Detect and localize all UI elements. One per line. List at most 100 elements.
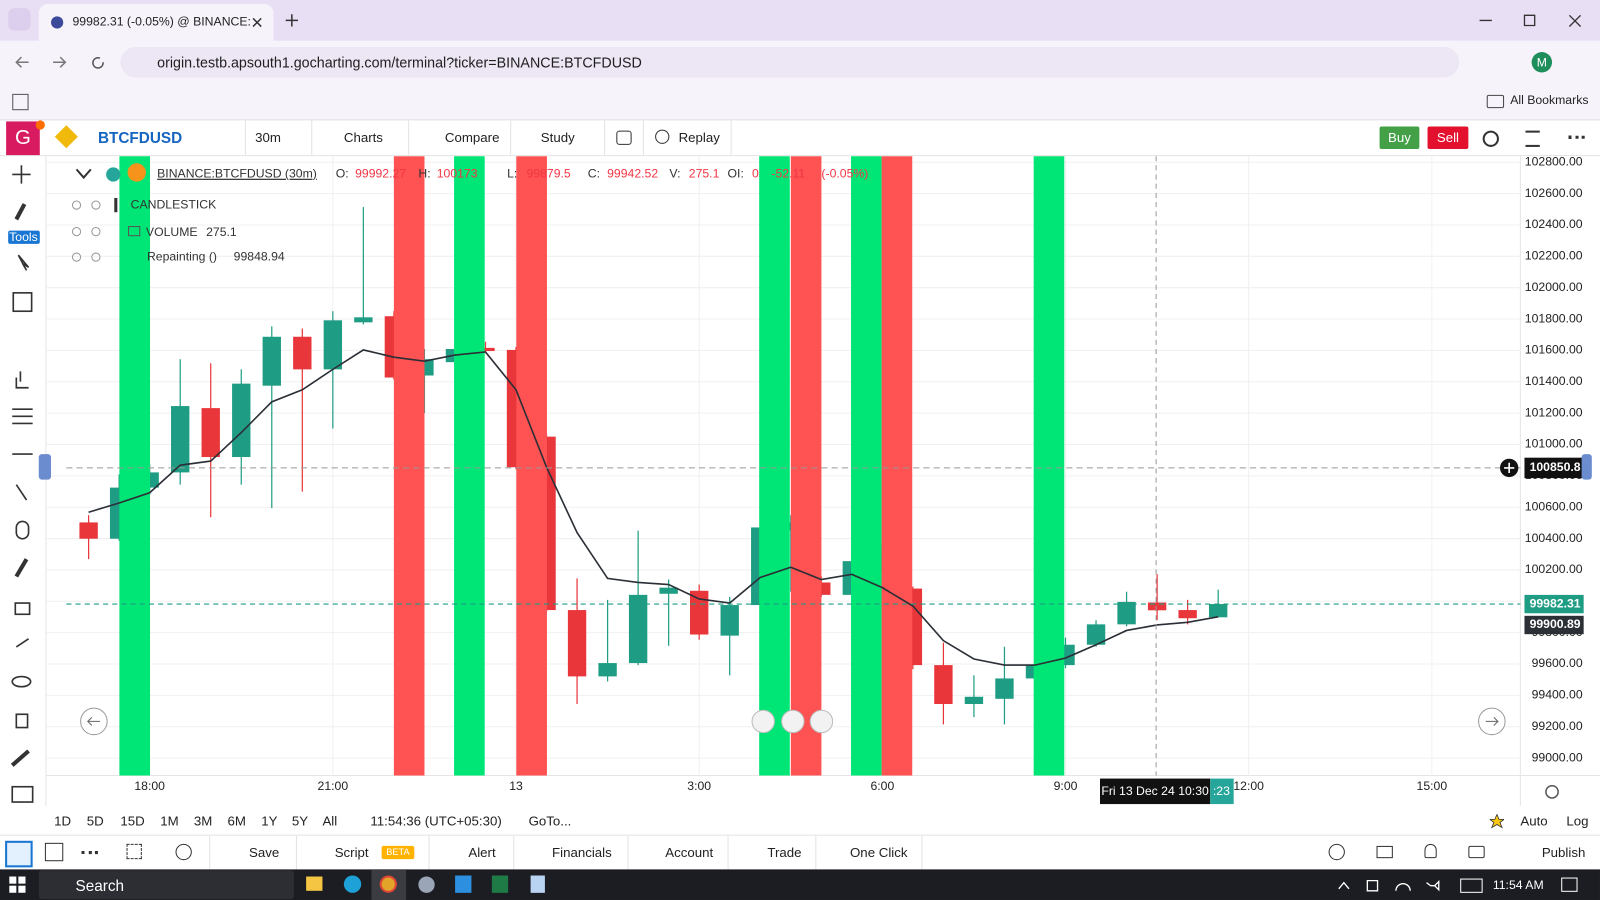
range[interactable]: 1Y [261,813,278,829]
charts-menu[interactable]: Charts [343,129,383,145]
fullscreen[interactable] [126,843,142,860]
snapshot-button[interactable] [616,130,632,145]
app-edge[interactable] [343,875,362,893]
settings-icon[interactable] [91,227,101,237]
tray-icons[interactable] [1337,879,1449,893]
trade-button[interactable]: Trade [767,844,802,861]
app-notepad[interactable] [530,875,545,893]
keyboard-button[interactable] [1376,845,1393,859]
financials-button[interactable]: Financials [552,844,612,861]
range[interactable]: All [322,813,338,829]
tab-search[interactable] [8,8,31,31]
tool-trendline[interactable] [15,484,28,501]
range[interactable]: 5Y [291,813,309,829]
tool-lock[interactable] [14,602,31,616]
replay-button[interactable]: Replay [678,129,720,145]
log-scale[interactable]: Log [1566,813,1589,829]
buy-button[interactable]: Buy [1379,126,1420,149]
collapse-icon[interactable] [75,168,92,180]
tool-link[interactable] [15,638,30,648]
range[interactable]: 1D [54,813,72,829]
new-tab[interactable] [285,13,299,27]
save-button[interactable]: Save [248,844,280,861]
arrow [87,716,100,726]
start-button[interactable] [9,876,26,893]
app-paint[interactable] [418,876,435,893]
eye-icon[interactable] [71,200,82,210]
study-menu[interactable]: Study [540,129,575,145]
url-box[interactable]: origin.testb.apsouth1.gocharting.com/ter… [120,46,1460,78]
goto-button[interactable]: GoTo... [528,813,572,829]
tool-pen[interactable] [14,203,27,221]
zoom-in[interactable] [809,709,834,734]
app-explorer[interactable] [306,876,323,891]
candle-body [659,587,678,594]
layout-single[interactable] [5,840,33,868]
video-button[interactable] [1468,845,1485,859]
separator [311,120,313,156]
settings-icon[interactable] [91,252,101,262]
publish-button[interactable]: Publish [1541,844,1586,861]
address-row: origin.testb.apsouth1.gocharting.com/ter… [0,40,1600,84]
collapse-tab[interactable] [38,454,52,480]
tool-pointer[interactable] [17,254,30,271]
range[interactable]: 3M [193,813,213,829]
app-vscode[interactable] [455,875,472,893]
eye-icon[interactable] [71,252,82,262]
window-controls[interactable] [1475,12,1587,28]
layers-button[interactable] [1525,130,1540,147]
tool-rect[interactable] [12,292,33,313]
settings-button[interactable] [1482,130,1499,147]
axis-settings[interactable] [1545,784,1559,799]
all-bookmarks[interactable]: All Bookmarks [1510,92,1589,108]
tool-fib[interactable] [12,408,33,425]
legend-instrument[interactable]: BINANCE:BTCFDUSD (30m) [157,167,317,181]
app-excel[interactable] [491,875,509,893]
tool-screenshot[interactable] [11,785,34,803]
range[interactable]: 1M [160,813,179,829]
sell-button[interactable]: Sell [1427,126,1469,149]
layout-more[interactable] [81,851,98,857]
zoom-reset[interactable] [781,709,805,734]
tool-ruler[interactable] [10,749,30,767]
help-button[interactable] [1328,843,1345,861]
auto-scale[interactable]: Auto [1520,813,1548,829]
tool-measure[interactable] [15,371,29,389]
range[interactable]: 15D [120,813,145,829]
notifications[interactable] [1561,877,1578,892]
app-logo[interactable]: G [6,121,40,156]
tool-crosshair[interactable] [12,165,31,184]
separator [627,835,629,871]
more-button[interactable] [1568,135,1585,142]
script-button[interactable]: Script [334,844,369,861]
nav-buttons[interactable] [12,54,109,70]
tool-brush[interactable] [14,558,29,578]
tool-magnet[interactable] [15,520,30,540]
apps-icon[interactable] [12,93,29,111]
compare-button[interactable]: Compare [444,129,500,145]
symbol[interactable]: BTCFDUSD [97,129,183,147]
tab-close[interactable] [251,15,263,28]
interval[interactable]: 30m [255,129,281,145]
tool-trash[interactable] [15,713,29,729]
one-click-button[interactable]: One Click [849,844,908,861]
range[interactable]: 5D [86,813,104,829]
zoom-out[interactable] [751,709,775,734]
range[interactable]: 6M [227,813,246,829]
candle-body [934,665,953,705]
app-chrome-active[interactable] [371,869,407,900]
account-button[interactable]: Account [665,844,714,861]
profile-avatar[interactable]: M [1531,52,1553,73]
candle-body [1147,602,1167,611]
active-tab[interactable]: 99982.31 (-0.05%) @ BINANCE: [38,4,274,41]
layout-split[interactable] [44,842,64,862]
keyboard-icon[interactable] [1460,878,1483,893]
favorite-icon[interactable] [1489,814,1505,829]
tool-eye[interactable] [11,675,32,688]
settings-icon[interactable] [91,200,101,210]
search-box[interactable]: Search [38,870,294,899]
idea-button[interactable] [1424,843,1437,859]
eye-icon[interactable] [71,227,82,237]
theme-button[interactable] [175,843,192,861]
alert-button[interactable]: Alert [468,844,496,861]
